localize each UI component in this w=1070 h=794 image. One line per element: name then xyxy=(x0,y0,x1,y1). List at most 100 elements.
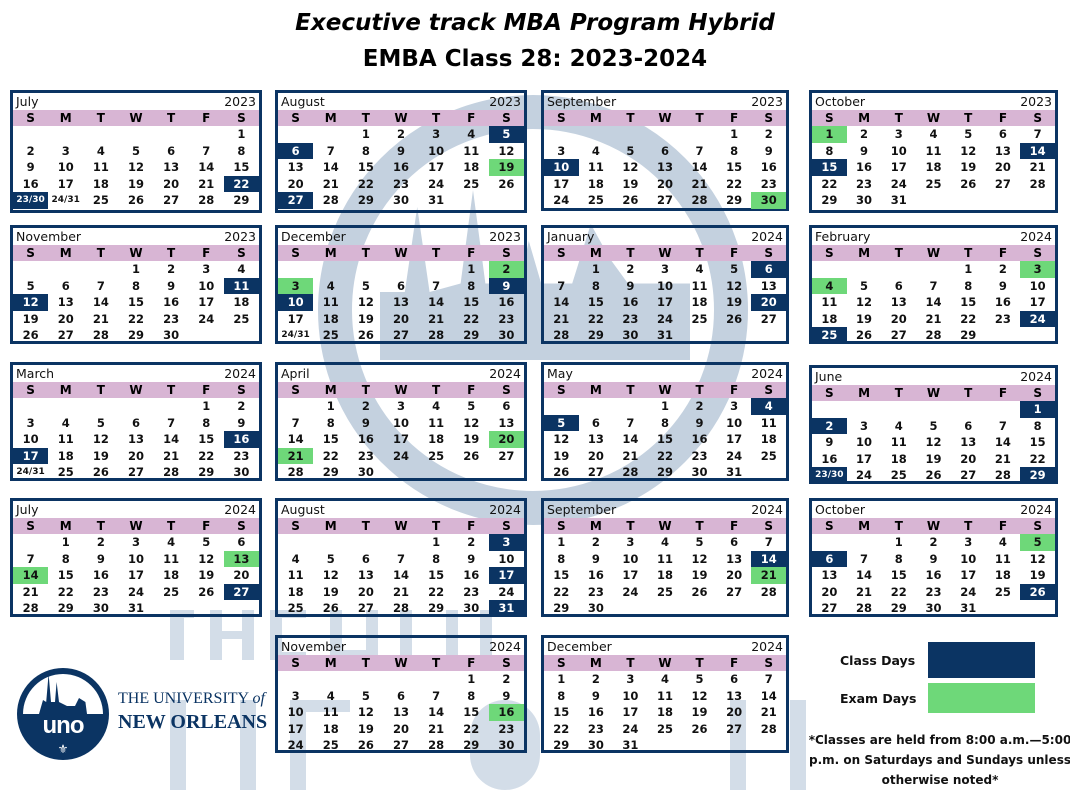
weekday-label: T xyxy=(432,656,441,670)
day-cell: 23 xyxy=(925,584,942,599)
day-cell: 18 xyxy=(287,584,304,599)
day-cell: 14 xyxy=(856,568,873,583)
exam-day-cell: 1 xyxy=(812,126,847,143)
day-grid: 1 2 3 4 5 6 7 8 9 10 11 12 13 14 15 16 17 18 19 20 21 22 23 24/… xyxy=(278,261,524,344)
exam-day-cell: 3 xyxy=(1020,261,1055,278)
class-day-cell: 11 xyxy=(223,277,259,295)
weekday-label: F xyxy=(467,383,476,397)
day-cell: 7 xyxy=(764,535,773,549)
day-cell: 13 xyxy=(587,432,604,447)
day-cell: 19 xyxy=(726,295,743,310)
day-cell: 26 xyxy=(726,311,743,326)
weekday-label: W xyxy=(926,111,941,125)
day-cell: 3 xyxy=(626,672,635,686)
class-day-cell: 14 xyxy=(1020,142,1055,160)
day-cell: 11 xyxy=(463,143,480,158)
day-cell: 19 xyxy=(856,311,873,326)
day-cell xyxy=(313,671,348,688)
month-calendar: July 2023 S M T W T F S 1 2 3 4 5 6 7 8 9 10 11 12 13 14 15 16 17… xyxy=(10,90,262,213)
day-cell xyxy=(847,534,882,551)
day-cell: 21 xyxy=(1029,160,1046,175)
weekday-label: S xyxy=(1033,246,1042,260)
weekday-label: F xyxy=(202,246,211,260)
month-header: July 2024 xyxy=(13,501,259,518)
legend-exam-label: Exam Days xyxy=(840,691,917,706)
month-calendar: September 2023 S M T W T F S 1 2 3 4 5 6 7 8 9 10 11 12 13 14 1… xyxy=(541,90,789,211)
weekday-label: S xyxy=(1033,386,1042,400)
day-cell xyxy=(847,261,882,278)
day-cell: 22 xyxy=(726,176,743,191)
day-cell: 13 xyxy=(656,160,673,175)
day-cell: 19 xyxy=(925,451,942,466)
month-name: November xyxy=(281,639,347,654)
day-cell xyxy=(812,534,847,551)
day-cell: 3 xyxy=(291,688,300,703)
day-cell xyxy=(189,126,224,143)
class-day-cell: 26 xyxy=(1020,583,1055,601)
day-cell: 9 xyxy=(96,551,105,566)
weekday-label: W xyxy=(658,383,672,397)
day-cell: 17 xyxy=(960,568,977,583)
day-cell xyxy=(48,261,83,278)
day-cell xyxy=(1020,327,1055,344)
day-cell: 13 xyxy=(287,160,304,175)
weekday-label: F xyxy=(730,383,739,397)
logo-mark: uno xyxy=(42,712,85,739)
month-header: December 2023 xyxy=(278,228,524,245)
day-cell: 18 xyxy=(691,295,708,310)
month-name: December xyxy=(281,229,346,244)
day-cell: 28 xyxy=(760,721,777,736)
day-cell: 30 xyxy=(498,738,515,753)
day-cell xyxy=(544,398,579,415)
weekday-label: M xyxy=(59,519,72,533)
day-cell: 1 xyxy=(557,535,566,549)
page-subtitle: EMBA Class 28: 2023-2024 xyxy=(362,46,708,72)
day-cell: 9 xyxy=(764,143,773,158)
day-cell: 17 xyxy=(856,451,873,466)
day-cell: 21 xyxy=(92,311,109,326)
weekday-label: T xyxy=(894,246,903,260)
weekday-label: S xyxy=(26,246,35,260)
day-cell: 15 xyxy=(960,295,977,310)
day-cell: 20 xyxy=(233,568,250,583)
day-cell: 4 xyxy=(591,143,600,158)
day-cell: 1 xyxy=(361,127,370,141)
day-cell xyxy=(717,327,752,344)
class-day-cell: 29 xyxy=(1020,467,1055,484)
weekday-label: S xyxy=(825,246,834,260)
day-cell xyxy=(751,600,786,617)
weekday-label: S xyxy=(825,519,834,533)
month-calendar: November 2023 S M T W T F S 1 2 3 4 5 6 7 8 9 10 11 12 13 14 15… xyxy=(10,225,262,344)
day-cell: 28 xyxy=(92,328,109,343)
day-cell: 21 xyxy=(392,584,409,599)
day-cell: 28 xyxy=(428,738,445,753)
day-cell: 15 xyxy=(57,568,74,583)
weekday-label: S xyxy=(291,246,300,260)
weekday-label: T xyxy=(626,383,635,397)
day-cell: 29 xyxy=(553,738,570,753)
day-cell: 18 xyxy=(587,176,604,191)
weekday-label: W xyxy=(129,246,143,260)
day-cell: 16 xyxy=(691,432,708,447)
class-day-cell: 16 xyxy=(223,431,259,448)
day-cell: 2 xyxy=(591,672,600,686)
day-cell: 9 xyxy=(929,551,938,566)
day-cell: 14 xyxy=(428,295,445,310)
day-cell: 12 xyxy=(198,551,215,566)
day-cell: 6 xyxy=(167,143,176,158)
day-cell: 19 xyxy=(92,448,109,463)
day-cell: 18 xyxy=(463,160,480,175)
day-cell: 6 xyxy=(894,278,903,293)
day-grid: 1 2 3 4 5 6 7 8 9 10 11 12 13 14 15 16 17 18 19 20 21 22 23 24 2… xyxy=(812,261,1055,344)
month-year: 2024 xyxy=(1020,369,1052,384)
day-cell: 21 xyxy=(856,584,873,599)
day-cell: 10 xyxy=(890,143,907,158)
day-cell xyxy=(383,464,418,481)
weekday-label: M xyxy=(589,519,602,533)
day-cell: 4 xyxy=(467,127,476,141)
month-header: July 2023 xyxy=(13,93,259,110)
day-grid: 1 2 3 4 5 6 7 8 9 10 11 12 13 14 15 16 17 18 19 20 21 22 23 24 2… xyxy=(278,671,524,754)
page-title: Executive track MBA Program Hybrid xyxy=(295,10,775,36)
